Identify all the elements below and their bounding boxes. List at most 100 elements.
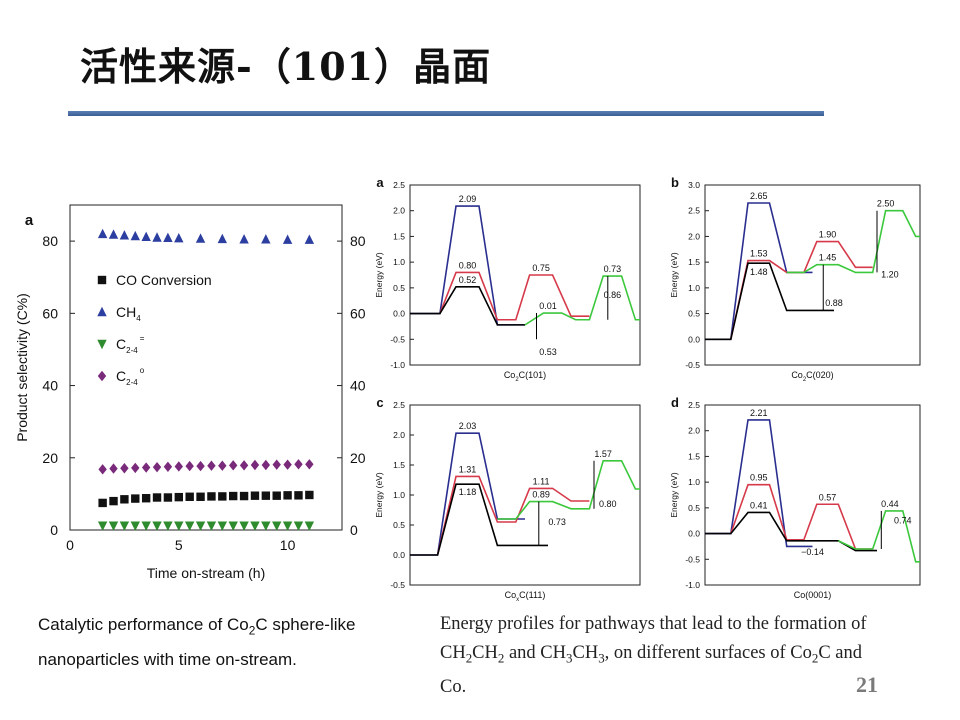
xl-b: C(020) — [806, 370, 834, 380]
panel-c-energy-letter: c — [376, 395, 383, 410]
legend-main: C — [116, 336, 126, 352]
energy-ytick-label: 1.5 — [393, 460, 405, 470]
panel-a-point-C2-4= — [108, 521, 119, 531]
legend-main: C — [116, 368, 126, 384]
panel-d-path-red — [730, 483, 873, 550]
panel-c-energy-profile: c -0.5 0.0 0.5 1.0 1.5 2.0 2.5 Energy (eV) CoxC(1… — [374, 395, 641, 603]
legend-sup: = — [140, 334, 145, 343]
left-caption-text-2: C sphere-like nanoparticles with time on… — [38, 615, 356, 670]
panel-a-energy-label: 0.86 — [604, 290, 622, 300]
panel-a-point-CH4 — [97, 228, 108, 239]
panel-a-point-C2-4= — [152, 521, 162, 531]
energy-ytick-label: -1.0 — [685, 580, 700, 590]
right-caption-text-3: and CH — [504, 643, 567, 663]
energy-ytick-label: 2.0 — [393, 206, 405, 216]
panel-c-energy-frame — [409, 404, 641, 586]
energy-ytick-label: 1.5 — [688, 451, 700, 461]
legend-sub: 2-4 — [126, 346, 138, 355]
right-caption-text-1: Energy profiles for pathways that lead t… — [440, 614, 867, 663]
panel-a-letter: a — [25, 212, 34, 229]
energy-ytick-label: 1.0 — [688, 477, 700, 487]
panel-c-path-black — [410, 483, 548, 556]
panel-c-energy-label: 0.89 — [532, 490, 550, 500]
panel-a-path-green — [524, 275, 640, 326]
energy-ylabel: Energy (eV) — [669, 472, 679, 518]
panel-a-point-CO Conversion — [196, 492, 205, 501]
panel-d-energy-label: 0.41 — [750, 500, 768, 510]
left-caption-sub: 2 — [248, 623, 256, 638]
right-caption-sub-5: 2 — [811, 650, 819, 666]
energy-ytick-label: 2.0 — [393, 430, 405, 440]
panel-a-point-CO Conversion — [239, 491, 249, 501]
panel-c-path-green — [497, 459, 640, 520]
panel-a-point-C2-4= — [195, 521, 206, 531]
panel-a-point-C2-4= — [228, 521, 238, 531]
panel-a-point-CH4 — [195, 233, 206, 243]
xl-sub: 2 — [803, 377, 807, 383]
energy-ytick-label: 0.0 — [688, 334, 700, 344]
panel-b-path-black — [705, 262, 834, 341]
panel-d-energy-label: 0.44 — [881, 499, 899, 509]
right-caption-text-2: CH — [472, 643, 498, 663]
panel-a-point-CO Conversion — [152, 493, 162, 502]
energy-ytick-label: 0.0 — [393, 309, 405, 319]
panel-d-energy-frame — [704, 404, 921, 586]
panel-a-point-CO Conversion — [98, 498, 107, 508]
energy-ytick-label: 2.5 — [688, 400, 700, 410]
panel-d-energy-label: 0.74 — [894, 515, 912, 525]
energy-xlabel: Co2C(020) — [791, 370, 833, 383]
slide-title: 活性来源-（101）晶面 — [80, 44, 492, 89]
right-caption: Energy profiles for pathways that lead t… — [440, 610, 880, 702]
panel-a-point-C2-4o — [218, 460, 227, 471]
legend-main: CH — [116, 304, 136, 320]
xl-b: C(101) — [519, 370, 547, 380]
panel-d-energy-label: 2.21 — [750, 408, 768, 418]
panel-a-point-C2-4o — [120, 463, 129, 474]
energy-xlabel: Co(0001) — [794, 590, 832, 600]
energy-ytick-label: 1.0 — [393, 490, 405, 500]
xl-a: Co(0001) — [794, 590, 832, 600]
panel-c-energy-label: 2.03 — [459, 421, 477, 431]
legend-sup: o — [140, 366, 145, 375]
panel-a-point-CO Conversion — [120, 495, 129, 504]
page-number: 21 — [856, 672, 878, 697]
panel-a-energy-label: 0.53 — [539, 347, 557, 357]
xl-sub: 2 — [515, 377, 519, 383]
energy-ytick-label: 1.0 — [688, 283, 700, 293]
panel-a-point-C2-4o — [196, 460, 205, 472]
panel-b-path-green — [786, 209, 920, 274]
panel-a-energy-label: 0.52 — [459, 275, 477, 285]
xl-a: Co — [791, 370, 803, 380]
panel-a-legend-label-CO Conversion: CO Conversion — [116, 272, 212, 288]
panel-a-point-C2-4o — [294, 459, 303, 470]
energy-ylabel: Energy (eV) — [374, 252, 384, 298]
panel-d-path-green — [837, 510, 920, 563]
panel-a-energy-frame — [409, 184, 641, 366]
energy-ytick-label: -0.5 — [390, 580, 405, 590]
panel-c-energy-label: 1.31 — [459, 464, 477, 474]
panel-c-energy-label: 1.18 — [459, 487, 477, 497]
panel-c-energy-label: 1.11 — [533, 476, 550, 486]
panel-a-point-CO Conversion — [250, 491, 260, 500]
panel-a-legend-marker-C2-4= — [97, 339, 107, 350]
panel-b-energy-label: 1.90 — [819, 230, 837, 240]
panel-a-point-CO Conversion — [109, 496, 118, 506]
panel-a-point-C2-4= — [293, 521, 304, 531]
panel-a-xtick-label: 0 — [66, 537, 74, 553]
panel-a-point-C2-4o — [163, 461, 173, 473]
panel-a-path-black — [410, 286, 525, 326]
energy-ytick-label: -0.5 — [685, 360, 700, 370]
panel-a-point-CH4 — [304, 234, 315, 244]
xl-a: Co — [505, 590, 517, 600]
right-caption-text-5: , on different surfaces of Co — [604, 643, 812, 663]
panel-a-point-CH4 — [282, 234, 293, 244]
panel-a-point-C2-4= — [97, 521, 108, 531]
panel-a-ytick-label-right: 0 — [350, 522, 358, 538]
title-underline — [68, 111, 824, 116]
panel-a-point-C2-4o — [229, 460, 238, 471]
panel-a-xlabel: Time on-stream (h) — [147, 565, 266, 581]
panel-a-point-CH4 — [152, 232, 162, 242]
right-caption-sub-2: 2 — [497, 650, 505, 666]
